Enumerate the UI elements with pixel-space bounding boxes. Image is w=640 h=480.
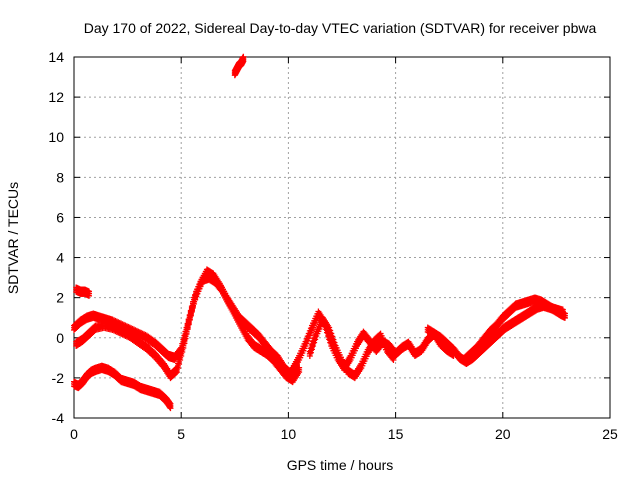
x-tick-label: 10 — [281, 426, 297, 442]
x-tick-label: 20 — [495, 426, 511, 442]
data-point — [187, 312, 194, 319]
x-tick-label: 15 — [388, 426, 404, 442]
data-point — [184, 326, 191, 333]
data-point — [174, 365, 181, 372]
y-tick-label: 10 — [48, 129, 64, 145]
data-point — [306, 332, 313, 339]
series-arc-g — [306, 314, 397, 382]
data-point — [183, 330, 190, 337]
series-arc-b — [73, 272, 303, 386]
data-point — [296, 369, 303, 376]
data-point — [189, 304, 196, 311]
data-point — [178, 353, 185, 360]
data-point — [185, 321, 192, 328]
y-tick-label: 8 — [56, 169, 64, 185]
data-point — [308, 346, 315, 353]
data-point — [305, 334, 312, 341]
grid-layer — [74, 57, 610, 418]
data-point — [304, 337, 311, 344]
data-point — [188, 308, 195, 315]
y-tick-label: 4 — [56, 250, 64, 266]
data-point — [179, 349, 186, 356]
data-point — [389, 355, 396, 362]
x-tick-label: 5 — [177, 426, 185, 442]
data-point — [311, 339, 318, 346]
y-tick-label: 6 — [56, 209, 64, 225]
x-tick-label: 0 — [70, 426, 78, 442]
y-tick-label: -4 — [52, 410, 65, 426]
data-point — [180, 345, 187, 351]
y-tick-label: 14 — [48, 49, 64, 65]
series-arc-d — [73, 284, 93, 299]
data-point — [310, 342, 317, 349]
data-point — [182, 335, 189, 342]
data-point — [303, 340, 310, 347]
data-point — [186, 316, 193, 323]
data-point — [177, 357, 184, 364]
series-arc-h — [424, 300, 566, 368]
data-point — [176, 361, 183, 368]
x-tick-label: 25 — [602, 426, 618, 442]
y-tick-label: 2 — [56, 290, 64, 306]
tick-layer: 0 5 10 15 20 25 -4 -2 0 2 4 6 8 10 12 14 — [48, 49, 618, 442]
series-arc-i — [461, 294, 568, 366]
data-point — [561, 314, 568, 321]
data-point — [173, 369, 180, 376]
data-point — [181, 340, 188, 347]
data-point — [240, 58, 247, 65]
data-point — [312, 336, 319, 343]
data-point — [307, 329, 314, 336]
data-point — [166, 404, 173, 411]
plot-frame — [73, 56, 611, 419]
data-point — [307, 349, 314, 356]
x-axis-label: GPS time / hours — [287, 457, 394, 473]
data-point — [306, 353, 313, 360]
y-tick-label: 12 — [48, 89, 64, 105]
series-arc-e — [231, 53, 247, 79]
data-point — [172, 370, 179, 377]
data-layer — [71, 53, 568, 412]
y-axis-label: SDTVAR / TECUs — [5, 182, 21, 294]
chart-title: Day 170 of 2022, Sidereal Day-to-day VTE… — [84, 20, 597, 36]
y-tick-label: -2 — [52, 370, 65, 386]
y-tick-label: 0 — [56, 330, 64, 346]
data-point — [390, 357, 397, 364]
data-point — [86, 292, 93, 299]
data-point — [302, 342, 309, 349]
data-point — [167, 405, 174, 412]
data-point — [192, 296, 199, 303]
series-arc-c — [71, 362, 174, 412]
data-point — [191, 300, 198, 307]
